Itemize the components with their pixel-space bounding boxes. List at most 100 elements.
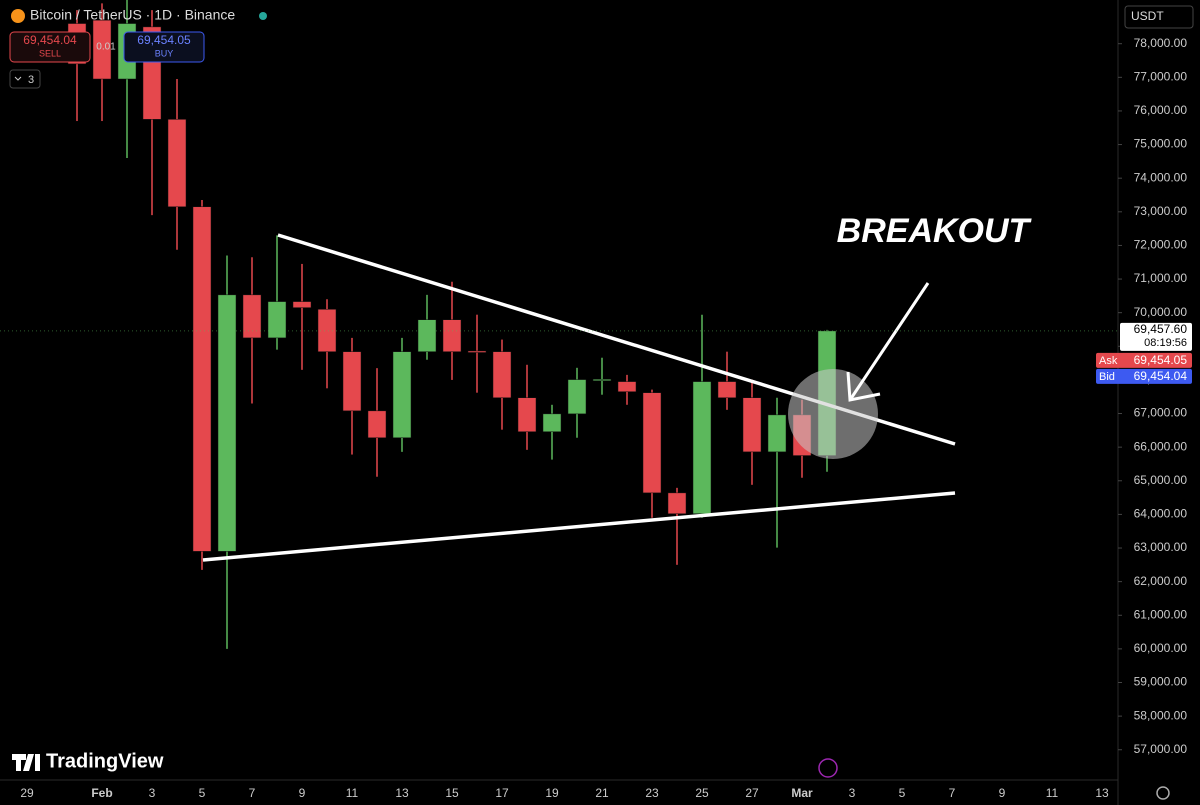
candle-body [642,392,662,494]
candle-body [292,301,312,308]
x-tick-label: 11 [346,786,359,800]
ask-name: Ask [1099,355,1118,367]
x-tick-label: 13 [1095,786,1109,800]
x-tick-label: 9 [299,786,306,800]
buy-price: 69,454.05 [137,33,191,47]
quantity[interactable]: 0.01 [96,42,116,53]
alert-icon[interactable] [818,758,838,778]
x-tick-label: 5 [199,786,206,800]
x-tick-label: 15 [445,786,459,800]
candle-body [192,206,212,552]
y-tick-label: 64,000.00 [1134,507,1188,521]
bid-box [1096,368,1192,384]
candle-body [542,413,562,432]
sell-price: 69,454.04 [23,33,77,47]
candle-body [717,381,737,398]
y-tick-label: 72,000.00 [1134,238,1188,252]
y-tick-label: 77,000.00 [1134,69,1188,83]
x-tick-label: 25 [695,786,709,800]
countdown: 08:19:56 [1144,337,1187,349]
candle-body [367,410,387,438]
candle-body [667,492,687,514]
x-tick-label: 17 [495,786,509,800]
settings-icon[interactable] [1156,786,1170,800]
candle-body [92,19,112,80]
x-tick-label: 19 [545,786,559,800]
arrow-head [846,371,881,402]
y-tick-label: 71,000.00 [1134,271,1188,285]
x-tick-label: 27 [745,786,759,800]
candle-body [342,351,362,412]
y-tick-label: 59,000.00 [1134,675,1188,689]
indicators-toggle[interactable] [9,69,41,89]
x-tick-label: 7 [949,786,956,800]
candle-body [517,397,537,432]
currency-selector[interactable] [1124,5,1194,29]
y-tick-label: 74,000.00 [1134,170,1188,184]
candle-body [392,351,412,438]
logo-icon [12,754,40,771]
x-tick-label: 3 [849,786,856,800]
y-tick-label: 73,000.00 [1134,204,1188,218]
sell-button[interactable] [9,31,91,63]
buy-label: BUY [155,48,174,58]
candle-body [467,350,487,353]
candle-body [617,381,637,392]
buy-button[interactable] [123,31,205,63]
y-tick-label: 57,000.00 [1134,742,1188,756]
x-tick-label: 21 [595,786,609,800]
y-tick-label: 67,000.00 [1134,406,1188,420]
candle-body [217,294,237,552]
last-price-label: 69,457.60 [1134,322,1188,336]
candle-body [492,351,512,398]
x-tick-label: 11 [1046,786,1059,800]
ask-box [1096,352,1192,368]
candle-body [592,378,612,381]
candle-body [567,379,587,415]
candle-body [417,319,437,352]
x-tick-label: 29 [20,786,34,800]
ask-price: 69,454.05 [1134,353,1188,367]
y-tick-label: 65,000.00 [1134,473,1188,487]
currency: USDT [1131,9,1164,23]
x-tick-label: 5 [899,786,906,800]
x-tick-label: Mar [791,786,813,800]
candle-body [767,414,787,453]
time-axis: 29 Feb 3 5 7 9 11 13 15 17 19 21 23 25 27 Mar 3 5 7 9 11 13 [20,786,1109,800]
indicators-count: 3 [28,74,34,86]
x-tick-label: 3 [149,786,156,800]
y-tick-label: 62,000.00 [1134,574,1188,588]
y-tick-label: 70,000.00 [1134,305,1188,319]
x-tick-label: Feb [91,786,112,800]
arrow [848,282,930,401]
y-tick-label: 76,000.00 [1134,103,1188,117]
y-tick-label: 60,000.00 [1134,641,1188,655]
chevron-icon [14,76,22,81]
symbol-title[interactable]: Bitcoin / TetherUS · 1D · Binance [30,7,235,23]
x-tick-label: 23 [645,786,659,800]
x-tick-label: 9 [999,786,1006,800]
candle-body [742,397,762,453]
x-tick-label: 7 [249,786,256,800]
y-tick-label: 61,000.00 [1134,607,1188,621]
candle-body [167,119,187,208]
bid-price: 69,454.04 [1134,369,1188,383]
highlight-circle [788,369,878,459]
annotation: BREAKOUT [837,212,1033,250]
y-tick-label: 58,000.00 [1134,708,1188,722]
last-price-box [1120,322,1192,351]
x-tick-label: 13 [395,786,409,800]
y-tick-label: 75,000.00 [1134,137,1188,151]
symbol-icon [11,9,25,23]
candle-body [692,381,712,514]
status-dot [259,12,267,20]
candle-body [442,319,462,352]
trendline-lower [202,491,956,562]
y-tick-label: 63,000.00 [1134,540,1188,554]
candle-body [267,301,287,339]
y-tick-label: 78,000.00 [1134,36,1188,50]
bid-name: Bid [1099,371,1115,383]
candle-body [242,294,262,339]
watermark: TradingView [46,750,164,772]
